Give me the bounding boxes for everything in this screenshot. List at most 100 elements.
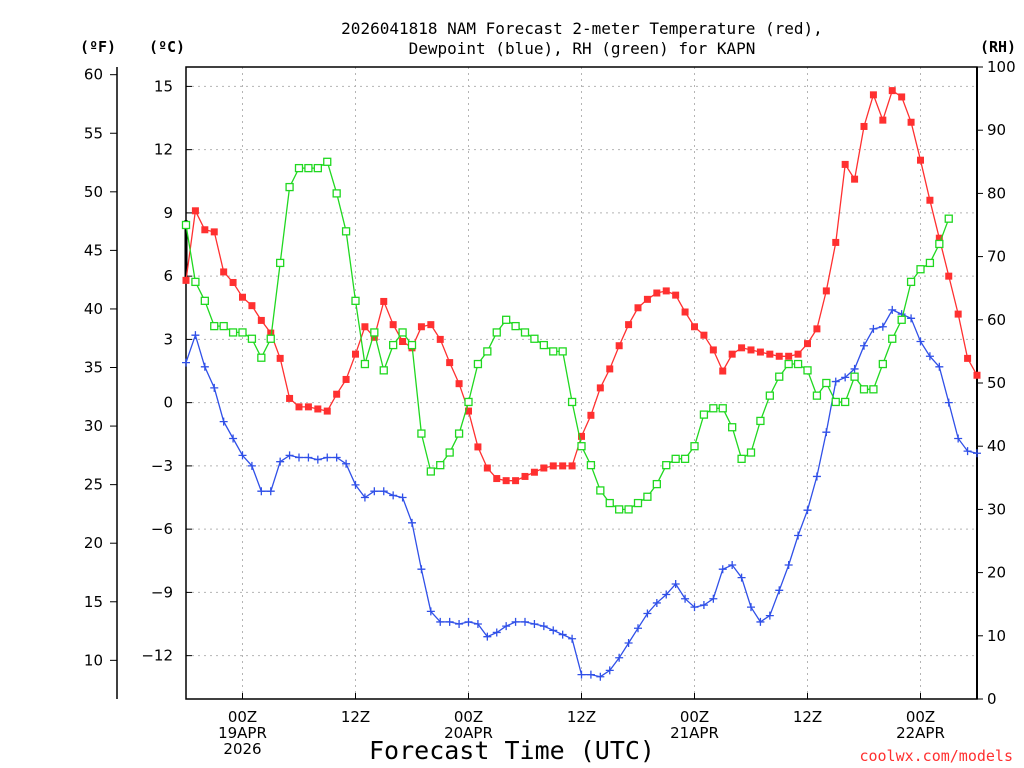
rh-point (473, 359, 483, 369)
rh-point (323, 157, 332, 166)
temperature-point (775, 352, 783, 360)
rh-point (869, 385, 878, 394)
temperature-point (361, 323, 369, 331)
rh-point (775, 372, 784, 381)
dewpoint-point (549, 626, 558, 635)
temperature-point (314, 405, 322, 413)
dewpoint-point (389, 491, 398, 500)
dewpoint-point (492, 628, 501, 637)
rh-tick-label: 30 (987, 500, 1006, 518)
rh-point (812, 391, 822, 400)
rh-point (652, 479, 661, 489)
temperature-point (239, 293, 246, 301)
temperature-point (465, 407, 472, 415)
fahrenheit-tick-label: 50 (84, 183, 103, 201)
temperature-point (417, 323, 425, 331)
rh-point (662, 461, 671, 470)
temperature-point (719, 367, 727, 375)
rh-point (935, 239, 944, 249)
time-tick-label: 00Z (680, 708, 709, 726)
dewpoint-point (907, 314, 916, 323)
dewpoint-point (238, 451, 247, 460)
rh-point (803, 366, 812, 375)
temperature-point (210, 228, 218, 236)
rh-point (897, 315, 906, 324)
fahrenheit-tick-label: 55 (84, 124, 103, 142)
x-axis-label: Forecast Time (UTC) (369, 736, 655, 765)
temperature-point (323, 407, 331, 415)
dewpoint-point (191, 331, 200, 340)
temperature-point (662, 287, 670, 295)
rh-tick-label: 0 (987, 690, 997, 708)
dewpoint-point (210, 383, 219, 392)
dewpoint-point (586, 670, 595, 679)
rh-point (633, 498, 643, 508)
time-tick-label: 21APR (670, 724, 719, 742)
temperature-point (700, 331, 708, 339)
dewpoint-point (812, 472, 821, 481)
rh-point (671, 454, 680, 463)
dewpoint-point (502, 622, 511, 631)
temperature-point (352, 350, 359, 358)
dewpoint-point (803, 506, 812, 515)
temperature-point (568, 462, 576, 470)
rh-point (247, 334, 257, 343)
rh-point (530, 334, 539, 343)
dewpoint-point (963, 447, 972, 456)
temperature-point (304, 403, 312, 411)
temperature-point (653, 289, 661, 297)
rh-point (304, 163, 313, 173)
dewpoint-point (831, 377, 840, 386)
time-tick-label: 12Z (341, 708, 370, 726)
temperature-point (766, 350, 774, 358)
rh-point (624, 505, 633, 514)
temperature-point (229, 278, 237, 286)
rh-point (294, 163, 304, 173)
rh-point (492, 328, 501, 337)
dewpoint-point (219, 417, 228, 426)
rh-point (831, 397, 840, 407)
rh-point (906, 277, 916, 287)
rh-point (332, 189, 341, 198)
temperature-point (747, 346, 755, 354)
dewpoint-point (408, 518, 416, 527)
rh-point (690, 442, 699, 451)
rh-point (313, 163, 322, 173)
dewpoint-point (521, 617, 529, 626)
dewpoint-point (229, 434, 238, 443)
rh-point (925, 258, 935, 268)
dewpoint-point (954, 434, 963, 443)
rh-point (822, 378, 831, 388)
dewpoint-point (925, 352, 934, 361)
rh-line (185, 160, 950, 511)
dewpoint-point (295, 453, 303, 462)
rh-tick-label: 20 (987, 564, 1006, 582)
temperature-point (964, 354, 972, 362)
dewpoint-point (342, 459, 351, 468)
rh-point (596, 486, 605, 495)
fahrenheit-tick-label: 20 (84, 534, 103, 552)
dewpoint-point (756, 617, 765, 626)
dewpoint-point (426, 607, 435, 616)
dewpoint-point (247, 461, 256, 470)
temperature-point (672, 291, 680, 299)
dewpoint-point (681, 594, 690, 603)
temperature-point (615, 342, 623, 350)
temperature-point (267, 329, 275, 337)
source-credit: coolwx.com/models (859, 747, 1013, 765)
chart-title-line-1: 2026041818 NAM Forecast 2-meter Temperat… (341, 19, 823, 38)
dewpoint-point (530, 620, 539, 629)
fahrenheit-tick-label: 60 (84, 66, 103, 84)
dewpoint-point (624, 639, 633, 647)
temperature-point (917, 156, 924, 164)
temperature-point (935, 234, 943, 242)
dewpoint-point (445, 617, 454, 626)
temperature-point (380, 297, 388, 305)
dewpoint-point (257, 487, 266, 496)
rh-point (464, 397, 473, 407)
dewpoint-point (398, 493, 407, 502)
rh-point (483, 347, 492, 356)
celsius-tick-label: −6 (151, 520, 173, 538)
rh-point (615, 505, 624, 514)
temperature-point (427, 321, 435, 329)
